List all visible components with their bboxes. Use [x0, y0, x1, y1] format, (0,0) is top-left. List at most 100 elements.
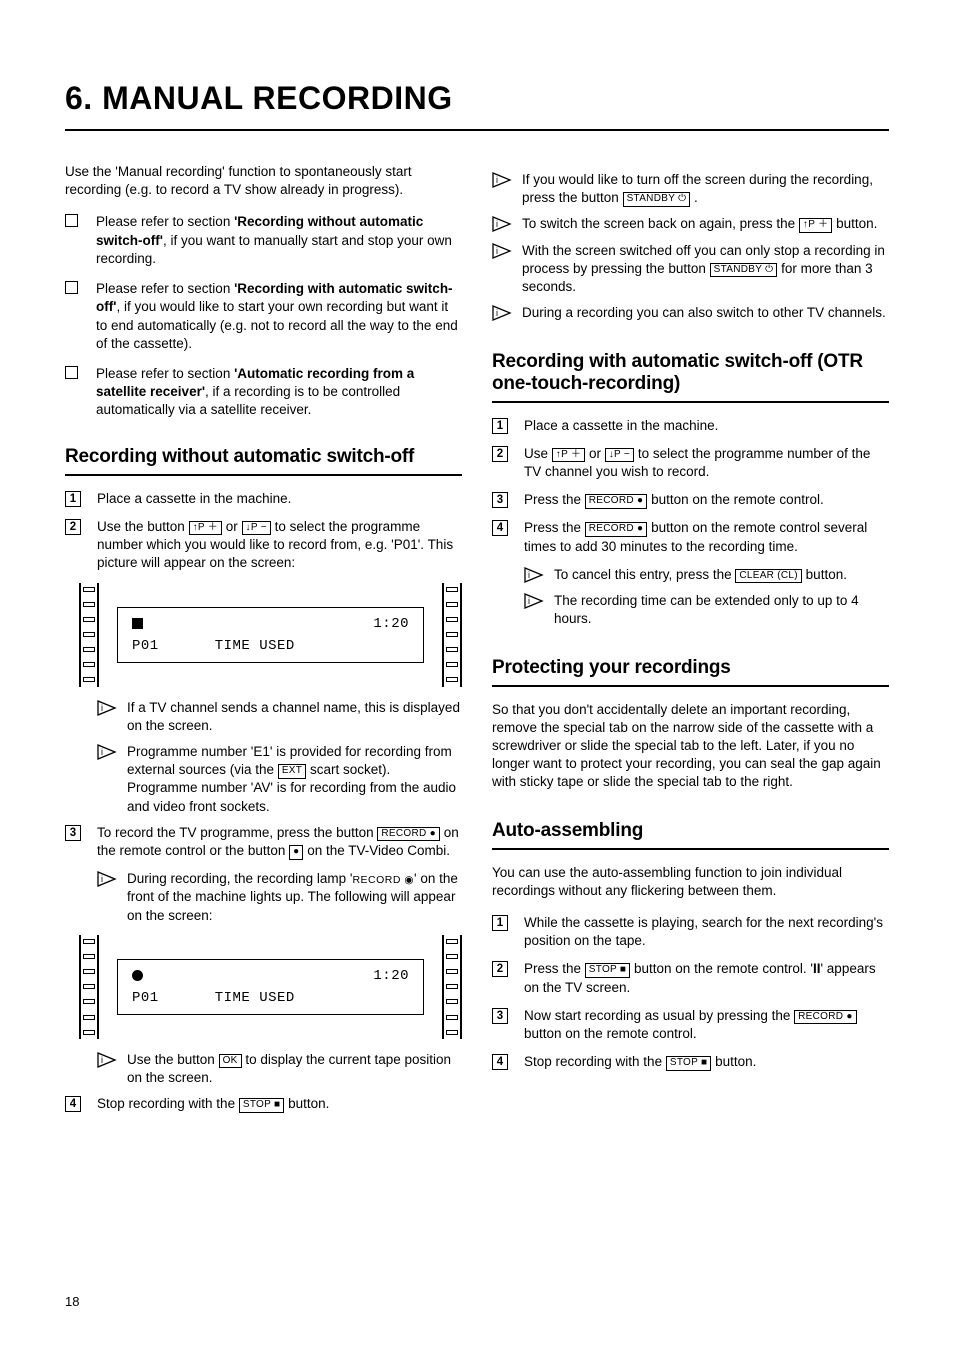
checkbox-icon	[65, 281, 78, 294]
txt: Stop recording with the	[524, 1054, 666, 1069]
screen-box: 1:20 P01 TIME USED	[117, 607, 424, 663]
two-column-layout: Use the 'Manual recording' function to s…	[65, 163, 889, 1124]
step-text: Use the button ↑P ＋ or ↓P − to select th…	[97, 518, 462, 573]
key-p-up: ↑P ＋	[552, 448, 585, 463]
step-text: Now start recording as usual by pressing…	[524, 1007, 889, 1043]
step-text: Press the STOP ■ button on the remote co…	[524, 960, 889, 996]
tip-arrow-icon: i	[492, 216, 512, 232]
tip-text: Programme number 'E1' is provided for re…	[127, 743, 462, 816]
ref-pre: Please refer to section	[96, 281, 234, 296]
ref-text: Please refer to section 'Automatic recor…	[96, 365, 462, 420]
section-title: Protecting your recordings	[492, 657, 889, 679]
key-record: RECORD ●	[585, 494, 648, 509]
tip-row: i With the screen switched off you can o…	[492, 242, 889, 297]
screen-time: 1:20	[373, 968, 409, 984]
svg-text:i: i	[101, 747, 103, 757]
key-standby: STANDBY ⏻	[710, 263, 778, 278]
tip-arrow-icon: i	[97, 700, 117, 716]
film-strip-right-icon	[442, 935, 462, 1039]
txt: To switch the screen back on again, pres…	[522, 216, 799, 231]
tip-arrow-icon: i	[524, 593, 544, 609]
txt: Press the	[524, 520, 585, 535]
ref-text: Please refer to section 'Recording witho…	[96, 213, 462, 268]
tip-text: With the screen switched off you can onl…	[522, 242, 889, 297]
ref-post: , if you would like to start your own re…	[96, 299, 458, 350]
key-p-up: ↑P ＋	[189, 521, 222, 536]
step-row: 3 Now start recording as usual by pressi…	[492, 1007, 889, 1043]
autoassemble-intro: You can use the auto-assembling function…	[492, 864, 889, 900]
txt: button.	[802, 567, 847, 582]
txt: To record the TV programme, press the bu…	[97, 825, 377, 840]
txt: Use the button	[97, 519, 189, 534]
tip-row: i Programme number 'E1' is provided for …	[97, 743, 462, 816]
txt: Press the	[524, 492, 585, 507]
txt: button.	[832, 216, 877, 231]
tip-text: The recording time can be extended only …	[554, 592, 889, 628]
screen-display: 1:20 P01 TIME USED	[79, 935, 462, 1039]
key-clear: CLEAR (CL)	[735, 569, 802, 584]
key-ok: OK	[219, 1054, 242, 1069]
step-row: 2 Use ↑P ＋ or ↓P − to select the program…	[492, 445, 889, 481]
svg-text:i: i	[496, 219, 498, 229]
step-number: 4	[492, 520, 508, 536]
section-rule	[492, 685, 889, 687]
key-stop: STOP ■	[239, 1098, 284, 1113]
tip-row: i If a TV channel sends a channel name, …	[97, 699, 462, 735]
checkbox-icon	[65, 366, 78, 379]
checkbox-icon	[65, 214, 78, 227]
step-row: 4 Stop recording with the STOP ■ button.	[492, 1053, 889, 1071]
step-row: 1 Place a cassette in the machine.	[492, 417, 889, 435]
svg-text:i: i	[528, 596, 530, 606]
ref-text: Please refer to section 'Recording with …	[96, 280, 462, 353]
step-text: While the cassette is playing, search fo…	[524, 914, 889, 950]
step-number: 3	[65, 825, 81, 841]
txt: To cancel this entry, press the	[554, 567, 735, 582]
stop-icon	[132, 618, 143, 629]
txt: button on the remote control.	[647, 492, 823, 507]
protect-paragraph: So that you don't accidentally delete an…	[492, 701, 889, 792]
tip-arrow-icon: i	[97, 744, 117, 760]
svg-text:i: i	[496, 246, 498, 256]
ref-pre: Please refer to section	[96, 366, 234, 381]
screen-content: 1:20 P01 TIME USED	[99, 583, 442, 687]
svg-text:i: i	[101, 1055, 103, 1065]
tip-row: i To switch the screen back on again, pr…	[492, 215, 889, 233]
tip-text: Use the button OK to display the current…	[127, 1051, 462, 1087]
key-stop: STOP ■	[585, 963, 630, 978]
ref-item: Please refer to section 'Automatic recor…	[65, 365, 462, 420]
txt: Press the	[524, 961, 585, 976]
key-p-down: ↓P −	[242, 521, 271, 536]
step-number: 2	[492, 446, 508, 462]
step-row: 1 Place a cassette in the machine.	[65, 490, 462, 508]
svg-text:i: i	[528, 570, 530, 580]
screen-box: 1:20 P01 TIME USED	[117, 959, 424, 1015]
step-number: 1	[492, 915, 508, 931]
tip-text: If you would like to turn off the screen…	[522, 171, 889, 207]
screen-content: 1:20 P01 TIME USED	[99, 935, 442, 1039]
step-row: 2 Use the button ↑P ＋ or ↓P − to select …	[65, 518, 462, 573]
step-row: 4 Press the RECORD ● button on the remot…	[492, 519, 889, 555]
txt: on the TV-Video Combi.	[303, 843, 450, 858]
step-text: Use ↑P ＋ or ↓P − to select the programme…	[524, 445, 889, 481]
screen-time: 1:20	[373, 616, 409, 632]
ref-item: Please refer to section 'Recording with …	[65, 280, 462, 353]
txt: or	[585, 446, 605, 461]
tip-row: i If you would like to turn off the scre…	[492, 171, 889, 207]
step-row: 2 Press the STOP ■ button on the remote …	[492, 960, 889, 996]
record-lamp-label: RECORD ◉	[352, 874, 414, 886]
page-number: 18	[65, 1294, 79, 1309]
intro-text: Use the 'Manual recording' function to s…	[65, 163, 462, 199]
film-strip-left-icon	[79, 935, 99, 1039]
key-rec-small: ●	[289, 845, 303, 860]
tip-row: i During recording, the recording lamp '…	[97, 870, 462, 925]
section-rule	[492, 401, 889, 403]
key-p-up: ↑P ＋	[799, 218, 832, 233]
screen-display: 1:20 P01 TIME USED	[79, 583, 462, 687]
tip-row: i The recording time can be extended onl…	[524, 592, 889, 628]
ref-pre: Please refer to section	[96, 214, 234, 229]
screen-label: TIME USED	[215, 638, 295, 654]
txt: button.	[284, 1096, 329, 1111]
step-text: Press the RECORD ● button on the remote …	[524, 519, 889, 555]
txt: Stop recording with the	[97, 1096, 239, 1111]
section-title: Recording without automatic switch-off	[65, 446, 462, 468]
